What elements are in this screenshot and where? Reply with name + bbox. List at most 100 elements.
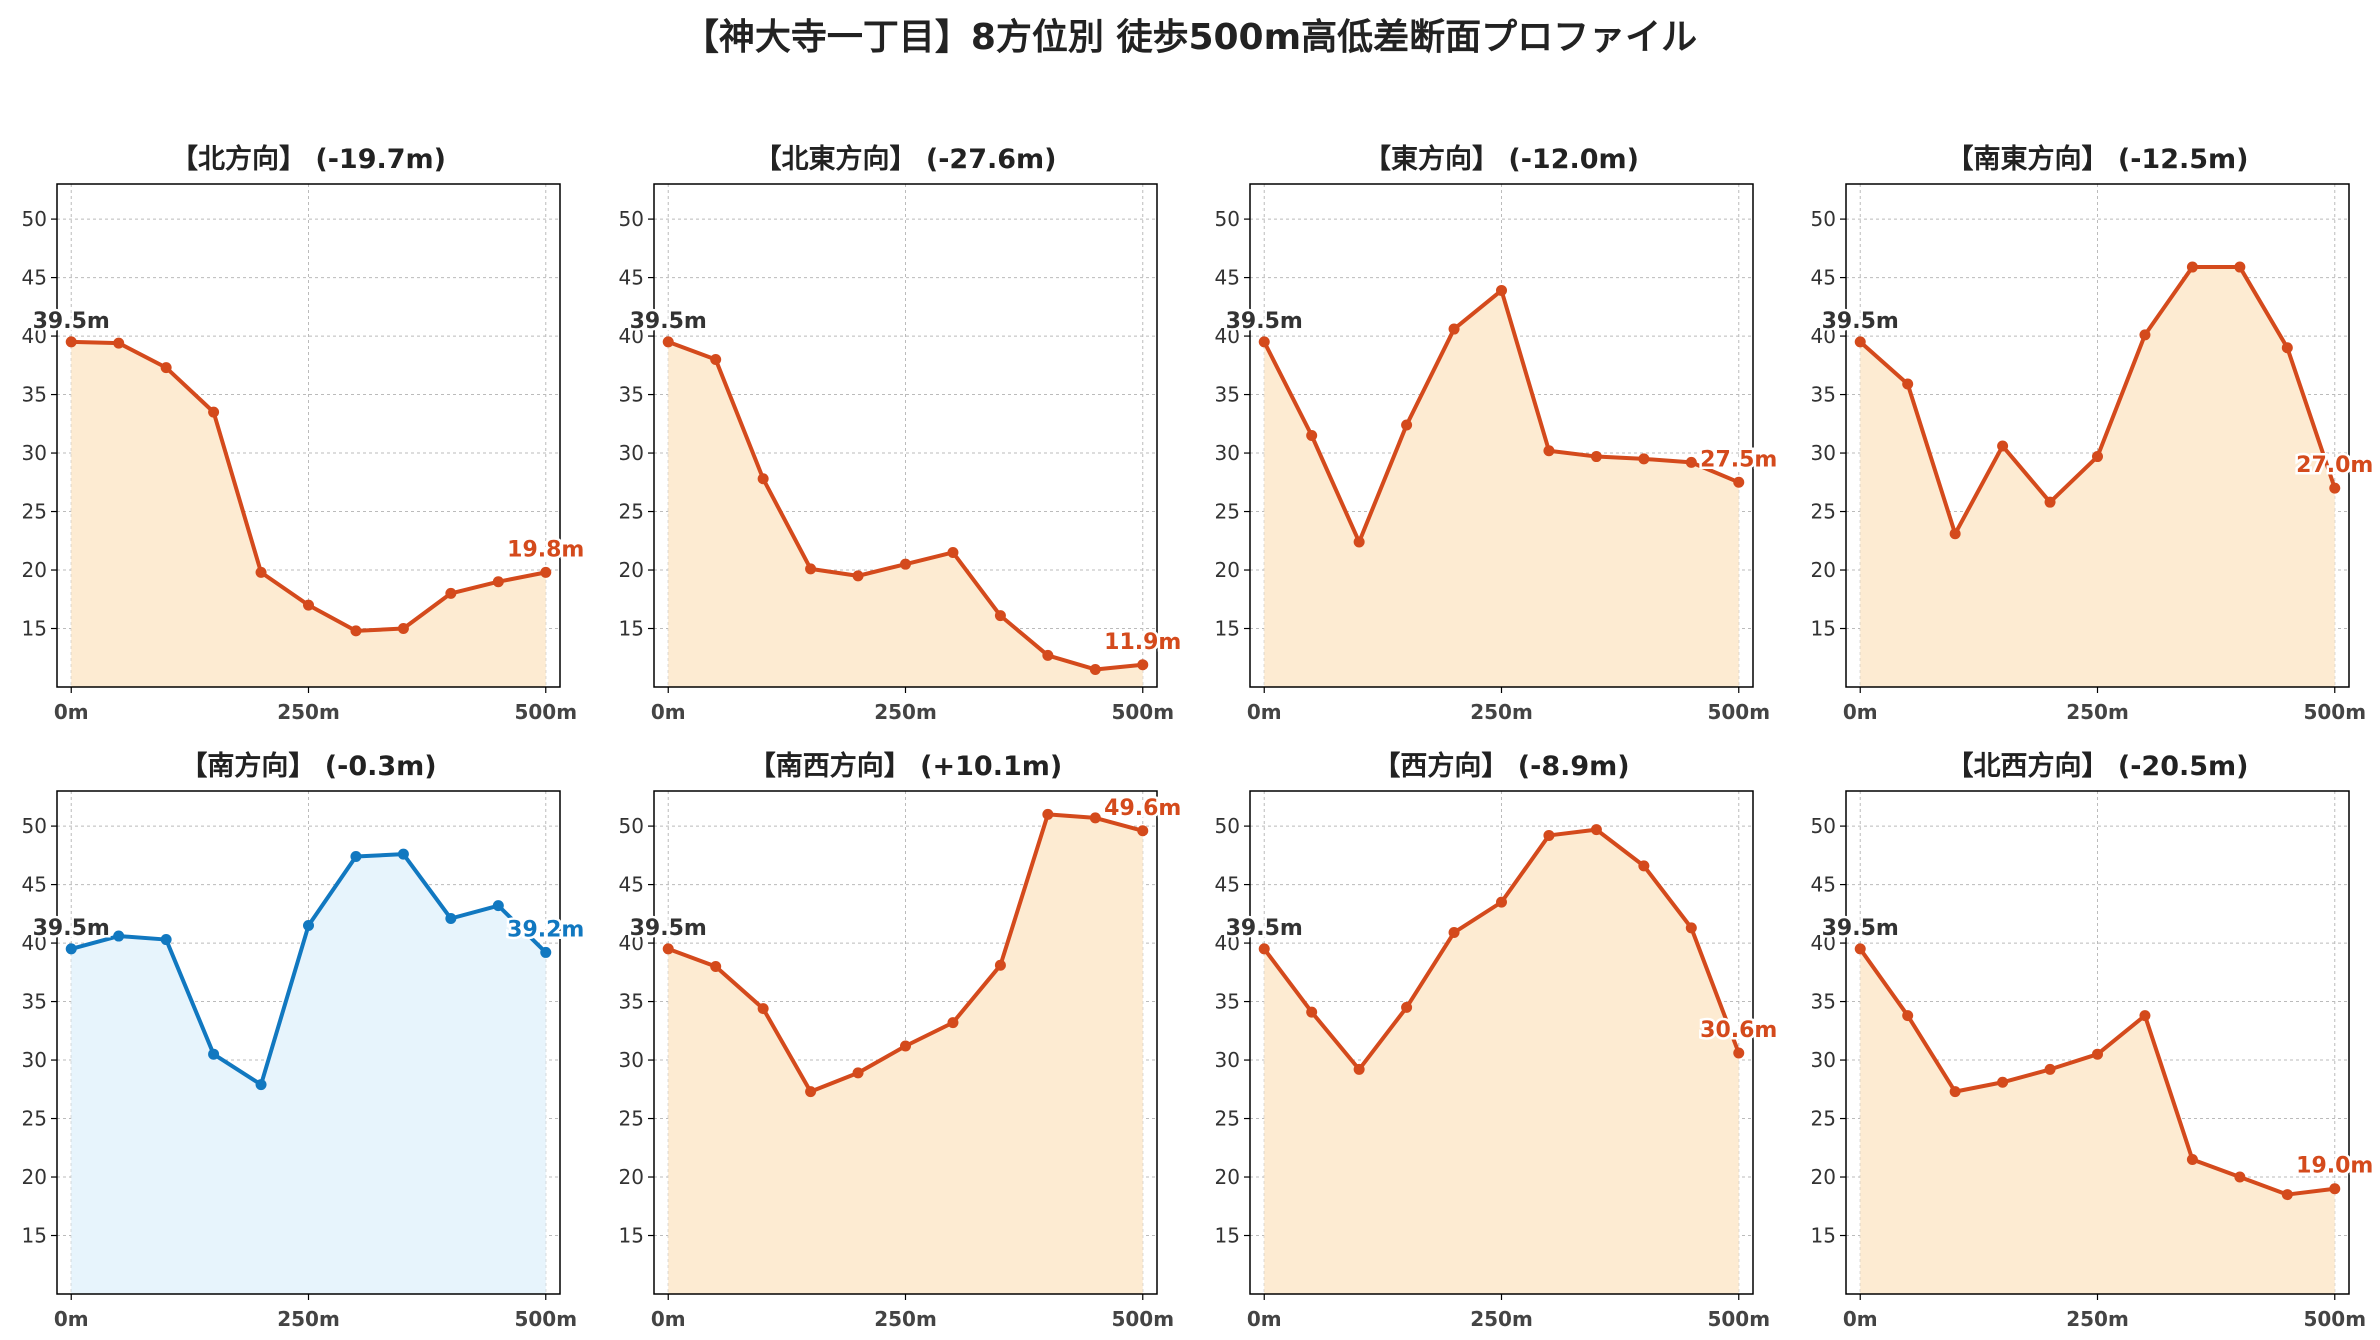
y-tick-label: 50 bbox=[1811, 207, 1836, 231]
y-tick-label: 15 bbox=[1215, 1224, 1240, 1248]
end-label: 27.5m bbox=[1700, 447, 1777, 472]
data-point bbox=[900, 1040, 911, 1052]
data-point bbox=[947, 1017, 959, 1029]
data-point bbox=[1042, 649, 1054, 661]
data-point bbox=[1401, 1001, 1413, 1013]
axes-frame bbox=[653, 183, 1158, 688]
y-tick-label: 30 bbox=[619, 441, 644, 465]
data-point bbox=[2044, 1063, 2056, 1075]
y-tick-label: 20 bbox=[1811, 558, 1836, 582]
x-tick-label: 500m bbox=[514, 1307, 577, 1331]
data-point bbox=[1353, 1063, 1365, 1075]
data-point bbox=[805, 1086, 817, 1098]
y-tick-label: 20 bbox=[619, 1165, 644, 1189]
y-tick-label: 40 bbox=[619, 324, 644, 348]
y-tick-label: 30 bbox=[1811, 441, 1836, 465]
end-label: 11.9m bbox=[1104, 630, 1181, 655]
y-tick-label: 25 bbox=[1215, 500, 1240, 524]
axes-frame bbox=[1249, 790, 1754, 1295]
y-tick-label: 40 bbox=[1215, 931, 1240, 955]
y-tick-label: 35 bbox=[22, 990, 47, 1014]
y-tick-label: 30 bbox=[1215, 441, 1240, 465]
y-tick-label: 45 bbox=[619, 266, 644, 290]
y-tick-label: 20 bbox=[22, 558, 47, 582]
axes-frame bbox=[56, 183, 561, 688]
data-point bbox=[1353, 536, 1365, 548]
data-point bbox=[1997, 440, 2009, 452]
data-point bbox=[994, 959, 1006, 971]
y-tick-label: 35 bbox=[22, 383, 47, 407]
x-tick-label: 500m bbox=[1111, 700, 1174, 724]
start-label: 39.5m bbox=[630, 916, 707, 941]
y-tick-label: 15 bbox=[22, 1224, 47, 1248]
y-tick-label: 50 bbox=[619, 207, 644, 231]
data-point bbox=[303, 920, 314, 932]
y-tick-label: 40 bbox=[1215, 324, 1240, 348]
data-point bbox=[2281, 1189, 2293, 1201]
y-tick-label: 50 bbox=[22, 207, 47, 231]
data-point bbox=[1543, 829, 1555, 841]
data-point bbox=[1733, 476, 1745, 488]
data-point bbox=[2186, 261, 2198, 273]
data-point bbox=[2044, 496, 2056, 508]
x-tick-label: 500m bbox=[1707, 700, 1770, 724]
subplot-title: 【南方向】 (-0.3m) bbox=[180, 750, 436, 782]
data-point bbox=[1638, 453, 1650, 465]
y-tick-label: 40 bbox=[22, 931, 47, 955]
y-tick-label: 45 bbox=[22, 873, 47, 897]
data-point bbox=[1902, 378, 1914, 390]
data-point bbox=[757, 473, 769, 485]
data-point bbox=[1543, 445, 1555, 457]
y-tick-label: 50 bbox=[619, 814, 644, 838]
axes-frame bbox=[653, 790, 1158, 1295]
data-point bbox=[445, 587, 457, 599]
end-label: 39.2m bbox=[507, 917, 584, 942]
x-tick-label: 500m bbox=[2303, 1307, 2366, 1331]
data-point bbox=[1258, 943, 1270, 955]
data-point bbox=[994, 610, 1006, 622]
elevation-area bbox=[1264, 290, 1739, 687]
end-label: 19.0m bbox=[2296, 1154, 2373, 1179]
y-tick-label: 25 bbox=[1811, 1107, 1836, 1131]
y-tick-label: 45 bbox=[1215, 266, 1240, 290]
y-tick-label: 40 bbox=[619, 931, 644, 955]
data-point bbox=[2234, 1171, 2246, 1183]
subplot-title: 【東方向】 (-12.0m) bbox=[1364, 143, 1639, 175]
x-tick-label: 0m bbox=[54, 700, 89, 724]
data-point bbox=[2139, 1010, 2151, 1022]
data-point bbox=[1638, 860, 1650, 872]
data-point bbox=[1496, 284, 1507, 296]
data-point bbox=[113, 930, 125, 942]
y-tick-label: 35 bbox=[1811, 990, 1836, 1014]
data-point bbox=[208, 406, 220, 418]
data-point bbox=[255, 566, 267, 578]
y-tick-label: 15 bbox=[619, 1224, 644, 1248]
data-point bbox=[1448, 927, 1460, 939]
y-tick-label: 25 bbox=[1215, 1107, 1240, 1131]
start-label: 39.5m bbox=[1226, 916, 1303, 941]
data-point bbox=[1949, 1086, 1961, 1098]
axes-frame bbox=[56, 790, 561, 1295]
data-point bbox=[160, 934, 172, 946]
subplot-title: 【南西方向】 (+10.1m) bbox=[749, 750, 1062, 782]
y-tick-label: 35 bbox=[619, 383, 644, 407]
y-tick-label: 25 bbox=[619, 500, 644, 524]
x-tick-label: 250m bbox=[1470, 700, 1533, 724]
start-label: 39.5m bbox=[33, 309, 110, 334]
data-point bbox=[255, 1079, 267, 1091]
data-point bbox=[208, 1048, 220, 1060]
y-tick-label: 15 bbox=[1811, 1224, 1836, 1248]
elevation-area bbox=[71, 341, 546, 687]
data-point bbox=[492, 900, 504, 912]
end-label: 49.6m bbox=[1104, 796, 1181, 821]
data-point bbox=[662, 943, 674, 955]
data-point bbox=[1137, 659, 1149, 671]
x-tick-label: 250m bbox=[874, 1307, 937, 1331]
x-tick-label: 0m bbox=[54, 1307, 89, 1331]
data-point bbox=[1854, 336, 1866, 348]
